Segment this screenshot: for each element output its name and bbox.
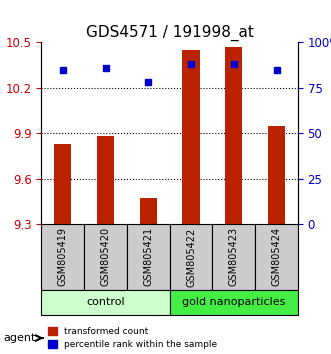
Title: GDS4571 / 191998_at: GDS4571 / 191998_at: [86, 25, 254, 41]
FancyBboxPatch shape: [41, 290, 169, 315]
Text: GSM805420: GSM805420: [101, 227, 111, 286]
Legend: transformed count, percentile rank within the sample: transformed count, percentile rank withi…: [48, 327, 217, 349]
Bar: [97, 136, 114, 224]
Text: GSM805422: GSM805422: [186, 227, 196, 286]
Bar: [140, 199, 157, 224]
Bar: [268, 126, 285, 224]
FancyBboxPatch shape: [169, 290, 298, 315]
FancyBboxPatch shape: [255, 224, 298, 290]
Bar: [54, 144, 71, 224]
Text: GSM805421: GSM805421: [143, 227, 153, 286]
Bar: [182, 50, 200, 224]
Text: GSM805424: GSM805424: [271, 227, 282, 286]
Text: control: control: [86, 297, 125, 307]
Text: GSM805419: GSM805419: [58, 227, 68, 286]
FancyBboxPatch shape: [127, 224, 169, 290]
Text: gold nanoparticles: gold nanoparticles: [182, 297, 285, 307]
Text: GSM805423: GSM805423: [229, 227, 239, 286]
FancyBboxPatch shape: [213, 224, 255, 290]
FancyBboxPatch shape: [41, 224, 84, 290]
FancyBboxPatch shape: [169, 224, 213, 290]
FancyBboxPatch shape: [84, 224, 127, 290]
Text: agent: agent: [3, 333, 36, 343]
Bar: [225, 47, 242, 224]
